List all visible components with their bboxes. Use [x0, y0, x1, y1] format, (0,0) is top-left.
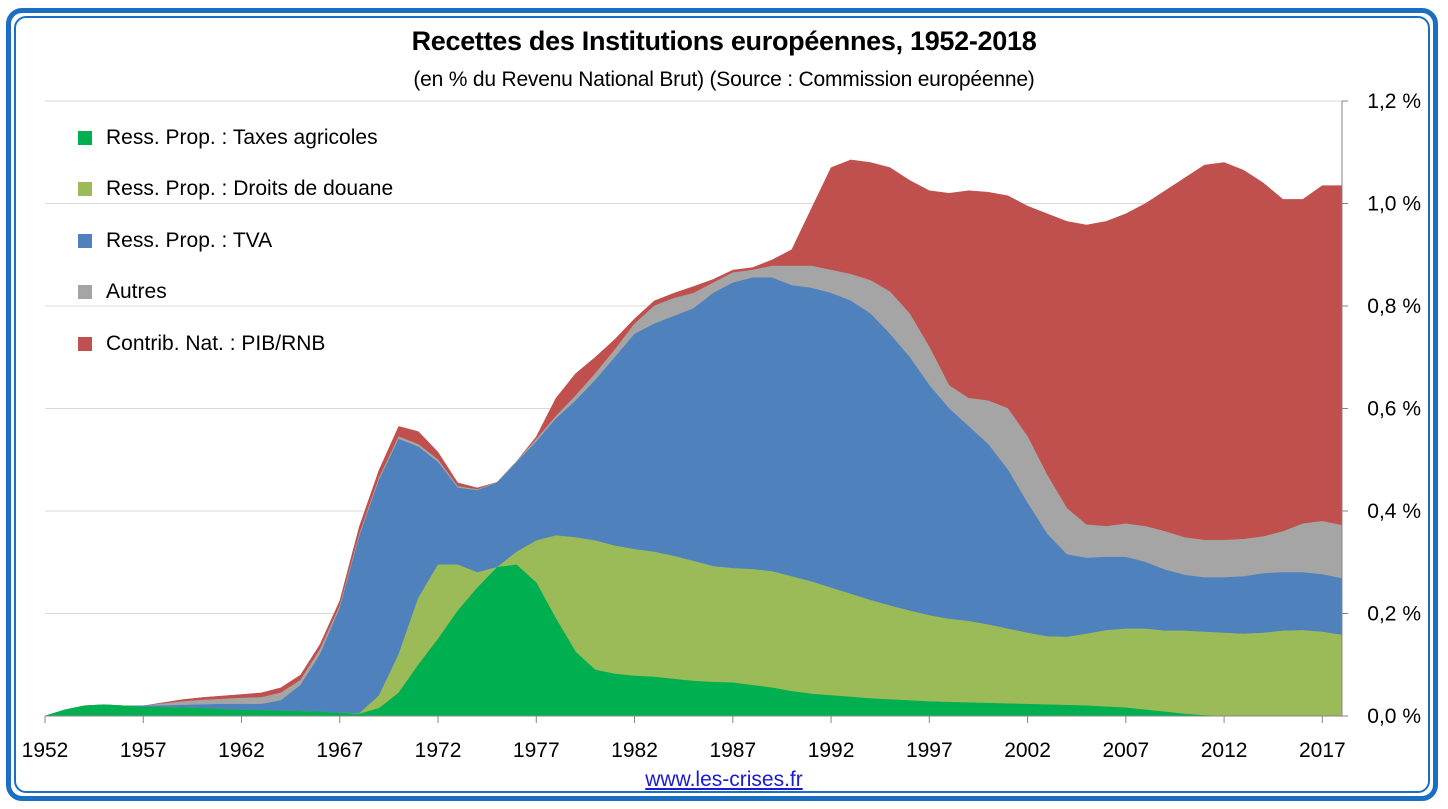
legend-item-autres: Autres — [78, 267, 393, 319]
legend: Ress. Prop. : Taxes agricoles Ress. Prop… — [78, 112, 393, 370]
chart-subtitle: (en % du Revenu National Brut) (Source :… — [413, 68, 1035, 91]
x-tick-label: 2007 — [1102, 739, 1149, 762]
outer-frame — [6, 8, 1438, 801]
x-tick-label: 1967 — [316, 739, 363, 762]
x-tick-label: 1997 — [906, 739, 953, 762]
legend-label: Autres — [106, 280, 167, 304]
legend-swatch — [78, 233, 92, 248]
x-tick-label: 1952 — [22, 739, 69, 762]
x-tick-label: 1982 — [611, 739, 658, 762]
x-tick-label: 1977 — [513, 739, 560, 762]
source-link[interactable]: www.les-crises.fr — [645, 768, 803, 791]
x-tick-label: 2012 — [1201, 739, 1248, 762]
x-tick-label: 1962 — [218, 739, 265, 762]
legend-label: Ress. Prop. : Taxes agricoles — [106, 125, 378, 149]
y-tick-label: 0,2 % — [1367, 603, 1421, 626]
inner-frame — [14, 16, 1430, 793]
legend-swatch — [78, 285, 92, 300]
x-tick-label: 2002 — [1004, 739, 1051, 762]
x-tick-labels: 1952 1957 1962 1967 1972 1977 1982 1987 1992 1997… — [22, 739, 1346, 762]
y-tick-label: 0,6 % — [1367, 398, 1421, 421]
legend-swatch — [78, 182, 92, 197]
y-tick-label: 0,4 % — [1367, 500, 1421, 523]
y-tick-label: 0,8 % — [1367, 295, 1421, 318]
x-tick-label: 1987 — [709, 739, 756, 762]
x-tick-label: 1992 — [808, 739, 855, 762]
area-series — [44, 159, 1343, 717]
y-tick-labels: 0,0 % 0,2 % 0,4 % 0,6 % 0,8 % 1,0 % 1,2 % — [1367, 90, 1421, 728]
axes — [44, 100, 1348, 723]
x-tick-label: 1957 — [120, 739, 167, 762]
legend-swatch — [78, 130, 92, 145]
x-tick-label: 2017 — [1299, 739, 1346, 762]
x-tick-label: 1972 — [415, 739, 462, 762]
legend-label: Ress. Prop. : TVA — [106, 228, 273, 252]
legend-label: Ress. Prop. : Droits de douane — [106, 177, 394, 201]
area-ress-prop-taxes-agricoles — [44, 564, 1343, 717]
source-link-wrapper: www.les-crises.fr — [0, 768, 1448, 792]
legend-item-pib-rnb: Contrib. Nat. : PIB/RNB — [78, 318, 393, 370]
area-ress-prop-tva — [44, 277, 1343, 717]
legend-label: Contrib. Nat. : PIB/RNB — [106, 331, 326, 355]
legend-swatch — [78, 336, 92, 351]
legend-item-tva: Ress. Prop. : TVA — [78, 215, 393, 267]
y-tick-label: 0,0 % — [1367, 705, 1421, 728]
legend-item-droits-de-douane: Ress. Prop. : Droits de douane — [78, 164, 393, 216]
legend-item-taxes-agricoles: Ress. Prop. : Taxes agricoles — [78, 112, 393, 164]
y-tick-label: 1,0 % — [1367, 193, 1421, 216]
chart-title: Recettes des Institutions européennes, 1… — [411, 26, 1037, 56]
y-tick-label: 1,2 % — [1367, 90, 1421, 113]
